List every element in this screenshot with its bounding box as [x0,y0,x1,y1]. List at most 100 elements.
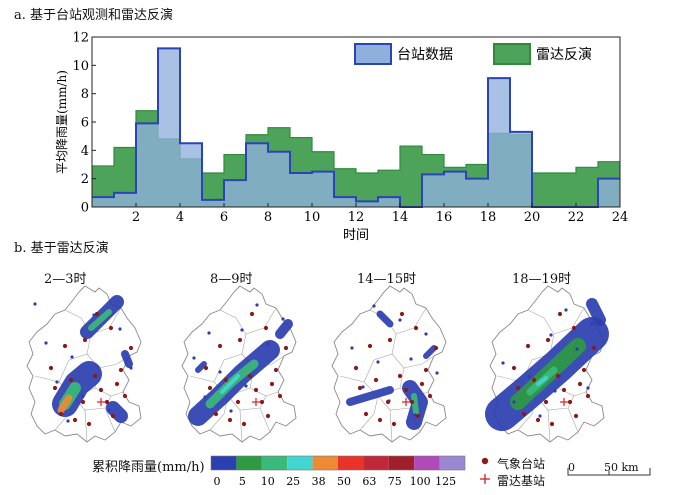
station-marker [535,417,541,423]
series-outline-station [92,47,620,208]
station-marker [581,367,587,373]
scale-bar [567,468,651,476]
bar-radar-22 [554,173,576,207]
station-marker [259,399,265,405]
station-marker [403,387,409,393]
rain-echo [244,384,248,388]
rain-echo [372,304,376,308]
station-marker [68,377,74,383]
station-marker [357,385,363,391]
station-marker [571,325,577,331]
station-marker [419,381,425,387]
radar-marker-icon [480,474,490,484]
rain-band [195,361,207,373]
bar-radar-13 [356,173,378,207]
rain-echo [266,342,270,346]
colorbar-tick-label: 100 [410,475,431,488]
station-marker [249,311,255,317]
radar-legend-label: 雷达基站 [497,474,546,488]
station-marker [427,393,433,399]
colorbar-tick-label: 25 [286,475,300,488]
district-border [104,407,116,433]
rain-band [275,319,293,339]
x-tick-label: 24 [612,210,629,225]
bar-station-20 [510,131,532,207]
map-title-3: 14—15时 [357,272,417,287]
map-title-2: 8—9时 [210,272,253,287]
district-border [363,353,405,397]
colorbar-segment [439,456,465,470]
rain-echo [538,414,542,418]
bar-station-5 [180,143,202,207]
panel-b-title: b. 基于雷达反演 [14,241,109,256]
bar-station-19 [488,78,510,207]
station-marker [114,381,120,387]
radar-map-1 [26,285,142,443]
station-marker [549,421,555,427]
rain-echo [70,355,74,359]
rain-echo [66,419,70,423]
station-marker [104,399,110,405]
rain-band [346,386,394,406]
scale-end-label: 50 km [604,461,639,474]
station-legend-label: 气象台站 [497,457,546,471]
colorbar-segment [261,456,288,470]
station-marker [433,345,439,351]
bar-radar-6 [202,173,224,207]
legend-swatch-radar [493,43,531,65]
bar-station-24 [598,178,620,207]
x-tick-label: 8 [264,210,272,225]
station-marker [585,393,591,399]
rain-echo [549,333,553,337]
station-marker [273,367,279,373]
rain-echo [81,394,85,398]
station-marker [82,337,88,343]
station-marker [128,345,134,351]
rain-echo [435,371,439,375]
colorbar: 0 5 10 25 38 50 63 75 100 125 [210,455,466,488]
station-marker [98,387,104,393]
station-marker [203,365,209,371]
station-marker [363,411,369,417]
bar-station-16 [422,174,444,207]
rain-echo [409,357,413,361]
bar-station-13 [356,201,378,207]
rain-echo [218,370,222,374]
bar-station-8 [246,143,268,207]
rain-echo [501,361,505,365]
station-marker [555,373,561,379]
y-tick-label: 10 [72,59,89,74]
district-border [547,409,551,443]
rain-echo [255,303,259,307]
colorbar-segment [414,456,440,470]
rain-band [423,345,437,359]
rain-echo [229,409,233,413]
station-marker [531,377,537,383]
legend-swatch-station [354,43,392,65]
series-station [92,47,620,208]
colorbar-tick-label: 5 [239,475,246,488]
x-axis-label: 时间 [343,228,369,243]
bar-station-14 [378,197,400,207]
colorbar-segment [388,456,415,470]
rain-band [586,298,606,326]
station-marker [48,365,54,371]
station-marker [567,399,573,405]
station-marker [227,417,233,423]
rain-echo [107,408,111,412]
rain-echo [118,327,122,331]
station-marker [521,411,527,417]
district-border [84,409,88,443]
beijing-outline [331,285,447,443]
bar-station-17 [444,171,466,207]
y-tick-label: 4 [81,144,89,159]
station-marker-icon [481,457,489,465]
x-tick-label: 20 [524,210,541,225]
station-marker [80,399,86,405]
colorbar-segment [236,456,262,470]
rain-echo [361,385,365,389]
y-tick-label: 12 [72,31,89,46]
bar-station-18 [466,178,488,207]
radar-site-marker [97,398,105,406]
rain-echo [413,413,417,417]
